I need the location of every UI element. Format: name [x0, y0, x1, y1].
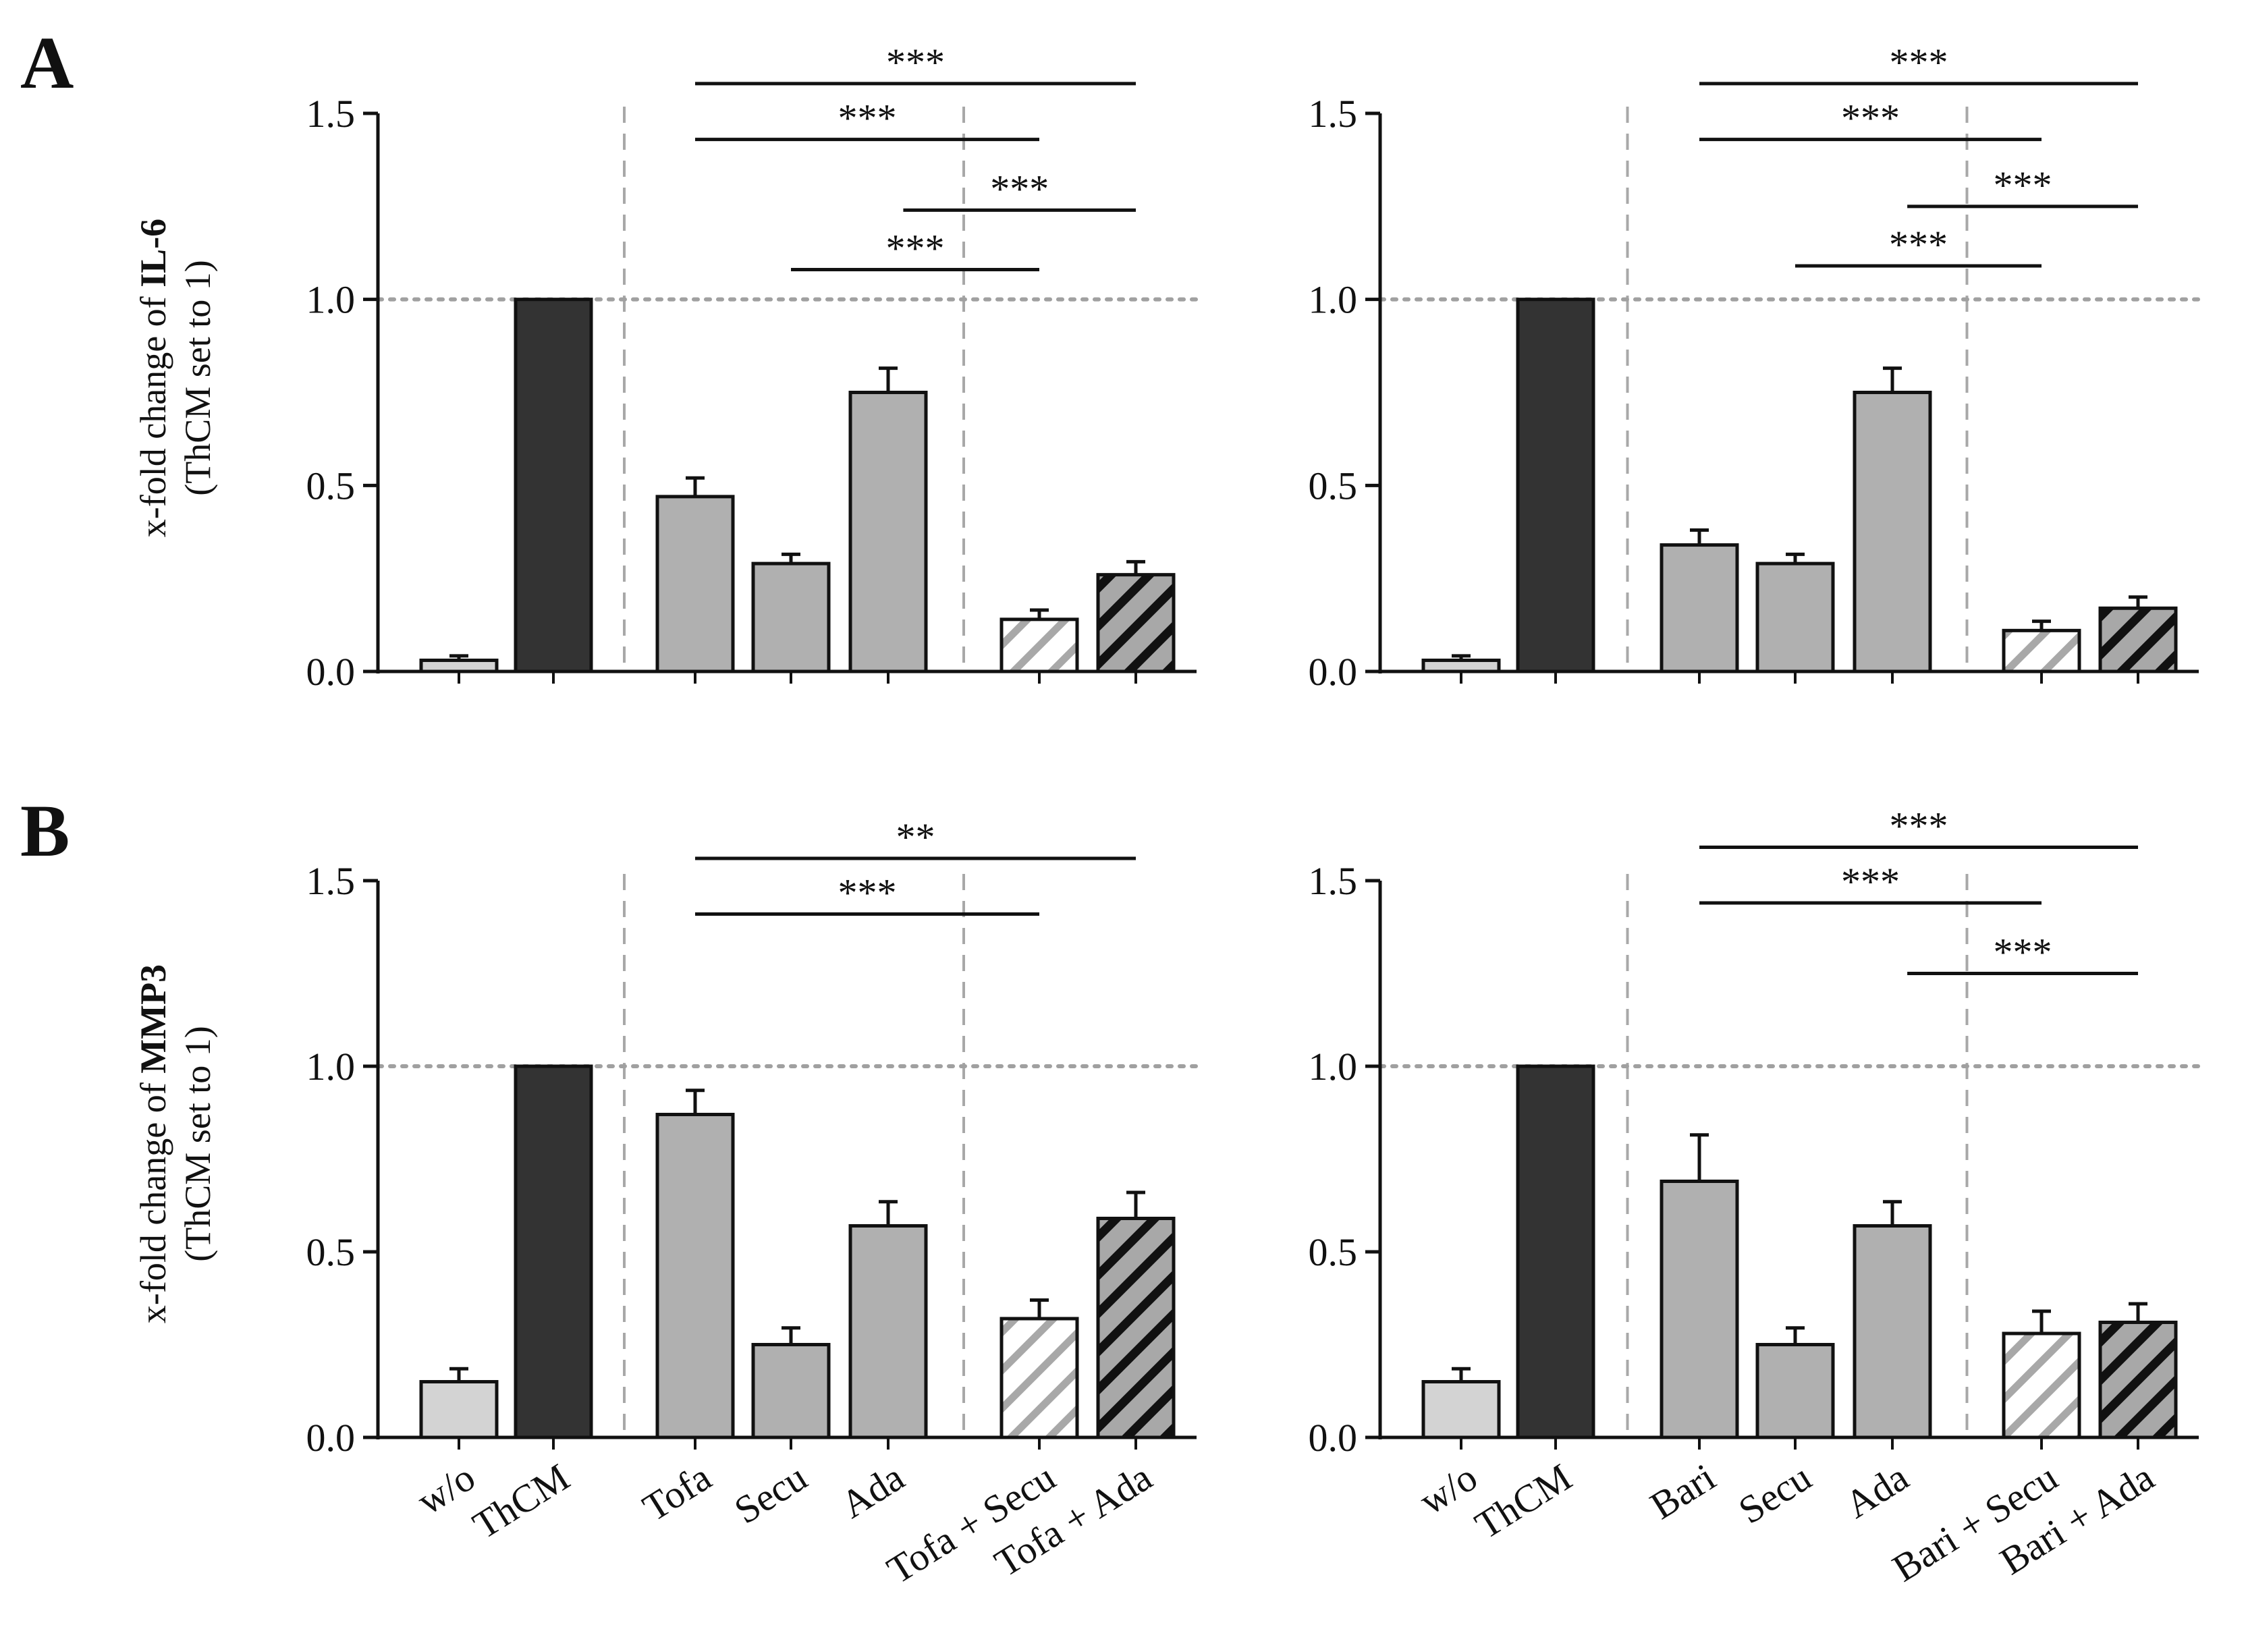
- significance-label: ***: [838, 97, 897, 140]
- svg-text:x-fold change of IL-6: x-fold change of IL-6: [133, 219, 173, 537]
- chart-panels: 0.00.51.01.5************0.00.51.01.5****…: [306, 40, 2201, 1592]
- y-tick-label: 1.5: [306, 859, 356, 903]
- y-tick-label: 1.5: [1309, 859, 1358, 903]
- y-axis-title-prefix: x-fold change of: [133, 287, 173, 537]
- significance-label: ***: [1890, 40, 1948, 84]
- x-tick-label: Secu: [1731, 1455, 1819, 1533]
- y-axis-title-line2: (ThCM set to 1): [177, 1026, 218, 1261]
- bar-bari-ada: [2098, 606, 2178, 673]
- bar-w-o: [1421, 1380, 1501, 1439]
- y-tick-label: 0.5: [1309, 1230, 1358, 1274]
- bar-secu: [751, 1343, 831, 1439]
- significance-label: ***: [886, 40, 945, 84]
- y-tick-label: 0.5: [306, 1230, 356, 1274]
- bar-tofa: [655, 495, 735, 673]
- y-axis-title-line2: (ThCM set to 1): [177, 260, 218, 495]
- y-tick-label: 1.5: [1309, 92, 1358, 136]
- y-axis-title-il6: x-fold change of IL-6 (ThCM set to 1): [133, 219, 218, 537]
- y-tick-label: 0.0: [1309, 1416, 1358, 1460]
- bar-w-o: [419, 1380, 499, 1439]
- y-tick-label: 1.0: [1309, 278, 1358, 322]
- bar-ada: [1853, 391, 1932, 673]
- y-axis-title-prefix: x-fold change of: [133, 1074, 173, 1323]
- y-tick-label: 0.0: [1309, 650, 1358, 694]
- bar-thcm: [1516, 298, 1595, 673]
- bar-thcm: [514, 1064, 593, 1439]
- significance-label: ***: [1889, 223, 1948, 267]
- significance-label: ***: [1841, 97, 1900, 140]
- significance-label: ***: [1994, 163, 2052, 207]
- bar-bari-ada: [2098, 1321, 2178, 1439]
- bar-thcm: [514, 298, 593, 673]
- bar-tofa-secu: [999, 1317, 1079, 1439]
- y-axis-title-marker: IL-6: [133, 219, 173, 287]
- x-tick-label: ThCM: [465, 1455, 577, 1547]
- significance-label: ***: [990, 167, 1049, 211]
- bar-bari: [1660, 1180, 1739, 1439]
- bar-secu: [1755, 561, 1835, 673]
- bar-ada: [848, 1224, 928, 1439]
- bar-bari-secu: [2002, 628, 2081, 673]
- bar-tofa-ada: [1096, 1217, 1176, 1439]
- x-tick-label: Tofa: [635, 1455, 719, 1530]
- y-tick-label: 0.0: [306, 650, 356, 694]
- bar-bari-secu: [2002, 1331, 2081, 1439]
- y-tick-label: 1.0: [1309, 1045, 1358, 1089]
- chart-A-right: 0.0 0.5 1.0 1.5 *** *** *** ***: [1309, 40, 2201, 694]
- chart-A-left: 0.0 0.5 1.0 1.5 *** *** *** ***: [306, 40, 1199, 694]
- bar-bari: [1660, 543, 1739, 673]
- significance-label: ***: [838, 871, 897, 915]
- panel-letter-a: A: [20, 22, 74, 104]
- significance-label: ***: [1994, 931, 2052, 974]
- x-tick-label: Secu: [727, 1455, 815, 1533]
- y-tick-label: 0.5: [1309, 464, 1358, 507]
- bar-ada: [848, 391, 928, 673]
- bar-tofa-secu: [999, 617, 1079, 673]
- significance-label: ***: [1890, 804, 1948, 848]
- bar-ada: [1853, 1224, 1932, 1439]
- y-axis-title-mmp3: x-fold change of MMP3 (ThCM set to 1): [133, 964, 218, 1323]
- y-tick-label: 1.0: [306, 278, 356, 322]
- significance-label: **: [896, 815, 935, 859]
- svg-text:x-fold change of MMP3: x-fold change of MMP3: [133, 964, 173, 1323]
- y-tick-label: 0.5: [306, 464, 356, 507]
- panel-letter-b: B: [20, 790, 70, 872]
- y-tick-label: 0.0: [306, 1416, 356, 1460]
- x-tick-label: Ada: [833, 1455, 911, 1526]
- bar-secu: [1755, 1343, 1835, 1439]
- x-tick-label: Ada: [1837, 1455, 1915, 1526]
- bar-secu: [751, 561, 831, 673]
- x-tick-label: Bari: [1643, 1455, 1723, 1528]
- significance-label: ***: [886, 227, 945, 271]
- bar-thcm: [1516, 1064, 1595, 1439]
- bar-tofa-ada: [1096, 573, 1176, 673]
- y-tick-label: 1.5: [306, 92, 356, 136]
- x-tick-label: ThCM: [1467, 1455, 1579, 1547]
- y-tick-label: 1.0: [306, 1045, 356, 1089]
- significance-label: ***: [1841, 860, 1900, 904]
- bar-tofa: [655, 1113, 735, 1439]
- y-axis-title-marker: MMP3: [133, 964, 173, 1074]
